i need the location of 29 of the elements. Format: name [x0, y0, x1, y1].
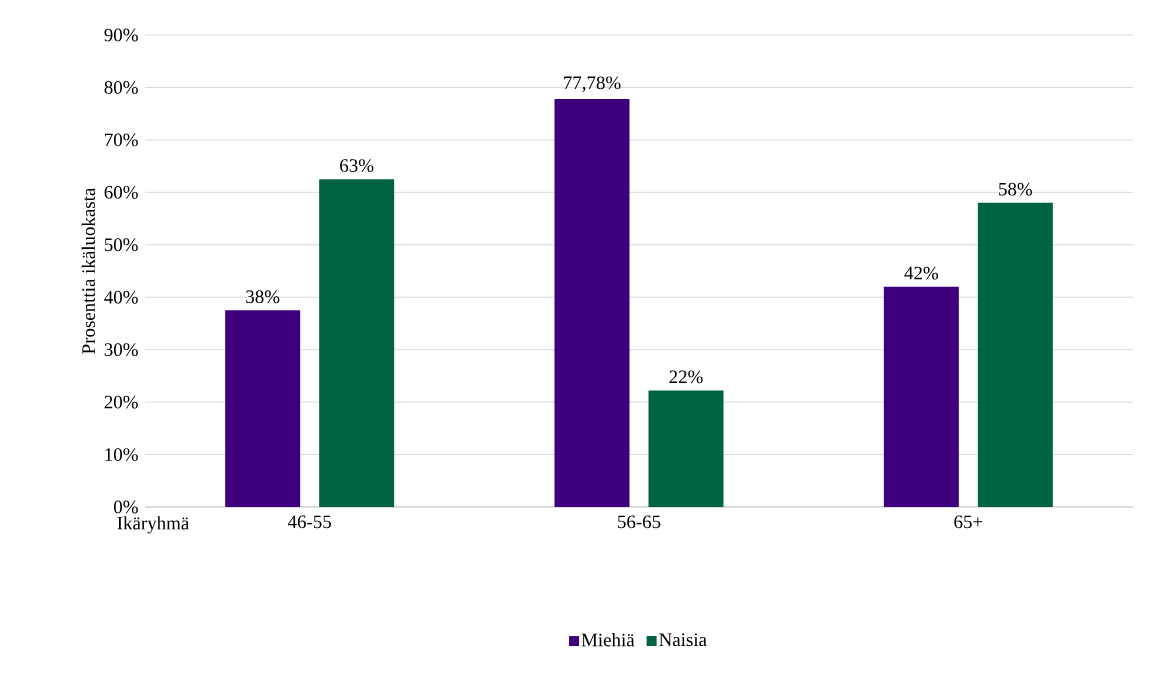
y-tick-label: 70%	[105, 133, 138, 147]
bar	[319, 179, 395, 507]
legend-label: Naisia	[659, 633, 707, 647]
x-axis-title: Ikäryhmä	[117, 516, 190, 534]
bar	[554, 99, 630, 507]
y-tick-label: 50%	[104, 238, 138, 252]
x-tick-label: 56-65	[618, 515, 661, 529]
data-label: 42%	[904, 266, 939, 280]
data-label: 58%	[999, 182, 1033, 196]
data-label: 38%	[246, 290, 280, 304]
y-tick-label: 20%	[104, 395, 138, 409]
data-label: 77,78%	[564, 76, 621, 92]
bar	[883, 286, 959, 507]
y-tick-label: 60%	[104, 185, 138, 199]
bar	[648, 390, 724, 507]
y-tick-label: 10%	[105, 448, 138, 461]
bar	[225, 310, 301, 507]
y-axis-title: Prosenttia ikäluokasta	[81, 187, 95, 354]
x-tick-label: 46-55	[287, 515, 331, 529]
legend-label: Miehiä	[581, 633, 635, 647]
y-tick-label: 0%	[113, 500, 138, 514]
data-label: 63%	[340, 159, 374, 173]
x-tick-label: 65+	[954, 515, 983, 529]
y-tick-label: 30%	[104, 343, 138, 357]
data-label: 22%	[669, 370, 703, 384]
bar	[977, 202, 1053, 507]
y-tick-label: 80%	[104, 81, 138, 94]
y-tick-label: 40%	[104, 290, 138, 304]
y-tick-label: 90%	[104, 28, 138, 42]
